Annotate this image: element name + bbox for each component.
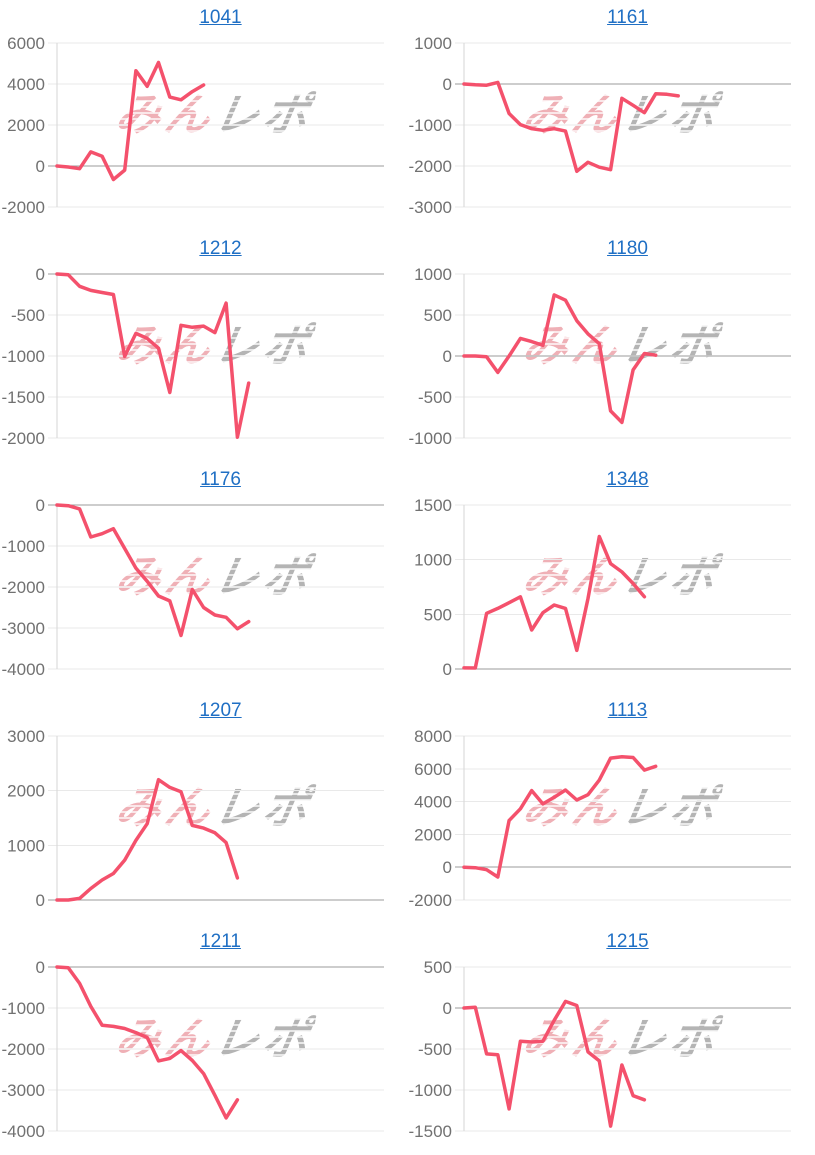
- chart-title-link[interactable]: 1207: [199, 700, 242, 721]
- y-tick-label: 2000: [414, 825, 452, 844]
- y-tick-label: -500: [11, 306, 45, 325]
- chart-cell: みんレポ 3000 2000 1000 0 1207: [0, 693, 407, 924]
- y-tick-label: 500: [424, 958, 452, 977]
- y-tick-label: -2000: [2, 1040, 45, 1059]
- chart-title-link[interactable]: 1180: [607, 238, 648, 259]
- y-tick-label: -1500: [409, 1122, 452, 1141]
- series-line: [462, 999, 647, 1128]
- y-tick-label: 0: [443, 347, 452, 366]
- y-tick-label: -3000: [409, 198, 452, 217]
- y-tick-label: 4000: [7, 75, 45, 94]
- chart-plot: 0 -1000 -2000 -3000 -4000: [2, 958, 384, 1141]
- chart-plot: 0 -1000 -2000 -3000 -4000: [2, 496, 384, 679]
- y-tick-label: 500: [424, 306, 452, 325]
- y-tick-label: 0: [36, 958, 45, 977]
- y-tick-label: 4000: [414, 793, 452, 812]
- y-tick-label: 0: [36, 157, 45, 176]
- series-line: [462, 293, 658, 425]
- series-line: [462, 80, 680, 174]
- chart-cell: みんレポ 0 -500 -1000 -1500 -2000 1212: [0, 231, 407, 462]
- y-tick-label: -1500: [2, 388, 45, 407]
- y-tick-label: 2000: [7, 782, 45, 801]
- y-tick-label: 6000: [7, 34, 45, 53]
- y-tick-label: -2000: [2, 578, 45, 597]
- y-tick-label: -3000: [2, 619, 45, 638]
- y-tick-label: -1000: [2, 537, 45, 556]
- chart-title-link[interactable]: 1211: [200, 931, 241, 952]
- y-tick-label: -4000: [2, 660, 45, 679]
- chart-title-link[interactable]: 1176: [200, 469, 241, 490]
- y-tick-label: -2000: [2, 429, 45, 448]
- y-tick-label: -2000: [409, 891, 452, 910]
- chart-title-link[interactable]: 1212: [199, 238, 242, 259]
- y-tick-label: -1000: [2, 999, 45, 1018]
- chart-title-link[interactable]: 1161: [607, 7, 648, 28]
- series-line: [55, 60, 206, 182]
- chart-title-link[interactable]: 1113: [607, 700, 648, 721]
- y-tick-label: -1000: [409, 429, 452, 448]
- y-tick-label: 0: [443, 858, 452, 877]
- series-line: [462, 534, 647, 670]
- series-line: [55, 777, 240, 902]
- y-tick-label: -500: [418, 388, 452, 407]
- y-tick-label: -2000: [409, 157, 452, 176]
- chart-title-link[interactable]: 1215: [606, 931, 649, 952]
- chart-plot: 3000 2000 1000 0: [7, 727, 384, 910]
- series-line: [55, 272, 251, 439]
- chart-cell: みんレポ 6000 4000 2000 0 -2000 1041: [0, 0, 407, 231]
- chart-plot: 0 -500 -1000 -1500 -2000: [2, 265, 384, 448]
- series-line: [55, 503, 251, 638]
- y-tick-label: 500: [424, 605, 452, 624]
- y-tick-label: 6000: [414, 760, 452, 779]
- y-tick-label: 2000: [7, 116, 45, 135]
- y-tick-label: 0: [443, 75, 452, 94]
- chart-cell: みんレポ 0 -1000 -2000 -3000 -4000 1211: [0, 924, 407, 1155]
- y-tick-label: 1000: [414, 551, 452, 570]
- chart-cell: みんレポ 500 0 -500 -1000 -1500 1215: [407, 924, 815, 1155]
- chart-cell: みんレポ 1000 500 0 -500 -1000 1180: [407, 231, 815, 462]
- chart-title-link[interactable]: 1041: [199, 7, 242, 28]
- y-tick-label: -4000: [2, 1122, 45, 1141]
- y-tick-label: -2000: [2, 198, 45, 217]
- y-tick-label: 0: [443, 999, 452, 1018]
- chart-plot: 1000 0 -1000 -2000 -3000: [409, 34, 791, 217]
- y-tick-label: -1000: [409, 116, 452, 135]
- chart-cell: みんレポ 8000 6000 4000 2000 0 -2000 1113: [407, 693, 815, 924]
- chart-plot: 6000 4000 2000 0 -2000: [2, 34, 384, 217]
- y-tick-label: 0: [36, 496, 45, 515]
- chart-plot: 8000 6000 4000 2000 0 -2000: [409, 727, 791, 910]
- chart-cell: みんレポ 0 -1000 -2000 -3000 -4000 1176: [0, 462, 407, 693]
- y-tick-label: -1000: [409, 1081, 452, 1100]
- y-tick-label: -1000: [2, 347, 45, 366]
- y-tick-label: 1000: [414, 265, 452, 284]
- series-line: [462, 755, 658, 879]
- chart-plot: 1000 500 0 -500 -1000: [409, 265, 791, 448]
- chart-plot: 1500 1000 500 0: [414, 496, 791, 679]
- y-tick-label: 0: [36, 265, 45, 284]
- y-tick-label: 0: [443, 660, 452, 679]
- series-line: [55, 965, 240, 1120]
- y-tick-label: -3000: [2, 1081, 45, 1100]
- y-tick-label: 1500: [414, 496, 452, 515]
- y-tick-label: 8000: [414, 727, 452, 746]
- y-tick-label: 1000: [7, 836, 45, 855]
- y-tick-label: 0: [36, 891, 45, 910]
- y-tick-label: -500: [418, 1040, 452, 1059]
- y-tick-label: 1000: [414, 34, 452, 53]
- chart-plot: 500 0 -500 -1000 -1500: [409, 958, 791, 1141]
- chart-cell: みんレポ 1000 0 -1000 -2000 -3000 1161: [407, 0, 815, 231]
- y-tick-label: 3000: [7, 727, 45, 746]
- chart-cell: みんレポ 1500 1000 500 0 1348: [407, 462, 815, 693]
- chart-title-link[interactable]: 1348: [606, 469, 649, 490]
